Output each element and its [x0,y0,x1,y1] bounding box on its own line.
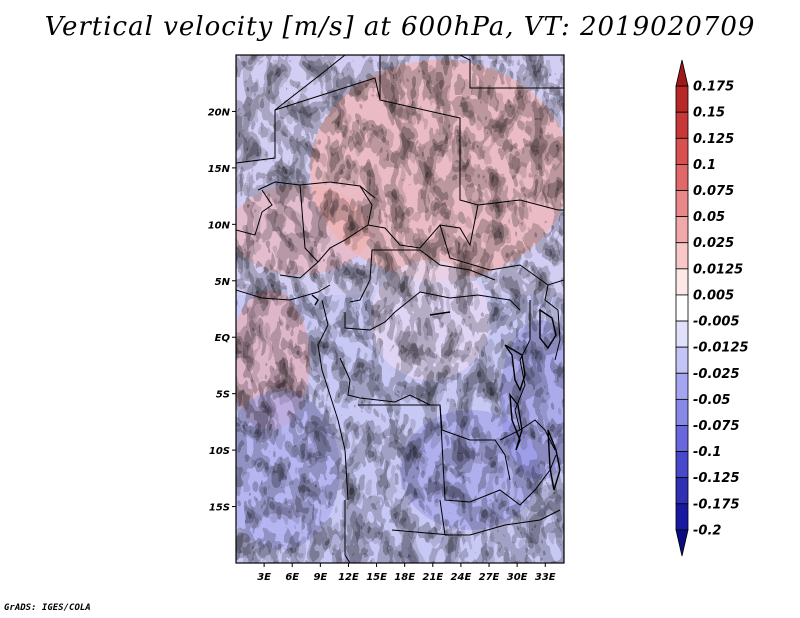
colorbar-label: 0.05 [693,210,725,225]
colorbar-segment [675,59,689,87]
colorbar-segment [675,477,689,505]
colorbar-segment [675,294,689,322]
colorbar-segment [675,425,689,452]
colorbar-segment [675,503,689,531]
colorbar-segment [675,85,689,113]
y-tick-label: 20N [208,107,231,118]
colorbar-segment [675,451,689,479]
colorbar-label: -0.05 [693,393,730,408]
x-tick-label: 3E [257,572,271,583]
x-tick-label: 15E [366,572,387,583]
colorbar-label: -0.075 [693,419,740,434]
y-tick-label: EQ [215,333,231,344]
colorbar-label: 0.0125 [693,262,743,277]
colorbar-segment [675,398,689,426]
colorbar-label: -0.025 [693,367,740,382]
colorbar-segment [675,164,689,191]
colorbar-segment [675,242,689,270]
colorbar-label: -0.0125 [693,341,749,356]
y-axis: 20N 15N 10N 5N EQ 5S 10S 15S [208,107,236,514]
colorbar-segment [675,111,689,139]
colorbar-label: -0.005 [693,315,740,330]
x-tick-label: 6E [285,572,299,583]
colorbar-label: 0.15 [693,106,725,121]
x-tick-label: 30E [507,572,528,583]
colorbar-label: 0.075 [693,184,734,199]
x-tick-label: 24E [451,572,472,583]
x-tick-label: 9E [313,572,327,583]
colorbar-label: 0.025 [693,236,734,251]
grads-credit: GrADS: IGES/COLA [4,603,91,613]
colorbar-label: -0.2 [693,523,721,538]
colorbar-label: 0.005 [693,288,734,303]
colorbar-label: 0.125 [693,132,734,147]
x-tick-label: 21E [422,572,443,583]
colorbar-segment [675,372,689,400]
y-tick-label: 10N [208,220,231,231]
x-tick-label: 33E [535,572,556,583]
colorbar-segment [675,137,689,165]
y-tick-label: 5N [215,277,231,288]
x-axis: 3E 6E 9E 12E 15E 18E 21E 24E 27E 30E 33E [257,563,556,583]
map-field [236,55,564,563]
y-tick-label: 10S [209,446,230,457]
colorbar-segment [675,529,689,557]
y-tick-label: 15S [209,503,230,514]
colorbar-segment [675,216,689,244]
x-tick-label: 27E [479,572,500,583]
x-tick-label: 12E [338,572,359,583]
y-tick-label: 15N [208,164,231,175]
lakes [311,294,561,491]
colorbar-label: -0.1 [693,445,721,460]
map-frame [235,54,565,564]
colorbar-segment [675,346,689,374]
y-tick-label: 5S [216,390,230,401]
colorbar-segment [675,268,689,296]
x-tick-label: 18E [394,572,415,583]
chart-title: Vertical velocity [m/s] at 600hPa, VT: 2… [44,12,756,42]
colorbar-label: 0.175 [693,80,734,95]
colorbar-segment [675,320,689,348]
colorbar: 0.175 0.15 0.125 0.1 0.075 0.05 0.025 0.0125 0.0… [675,59,749,557]
colorbar-label: -0.175 [693,497,740,512]
colorbar-label: 0.1 [693,158,716,173]
colorbar-label: -0.125 [693,471,740,486]
colorbar-segment [675,190,689,218]
